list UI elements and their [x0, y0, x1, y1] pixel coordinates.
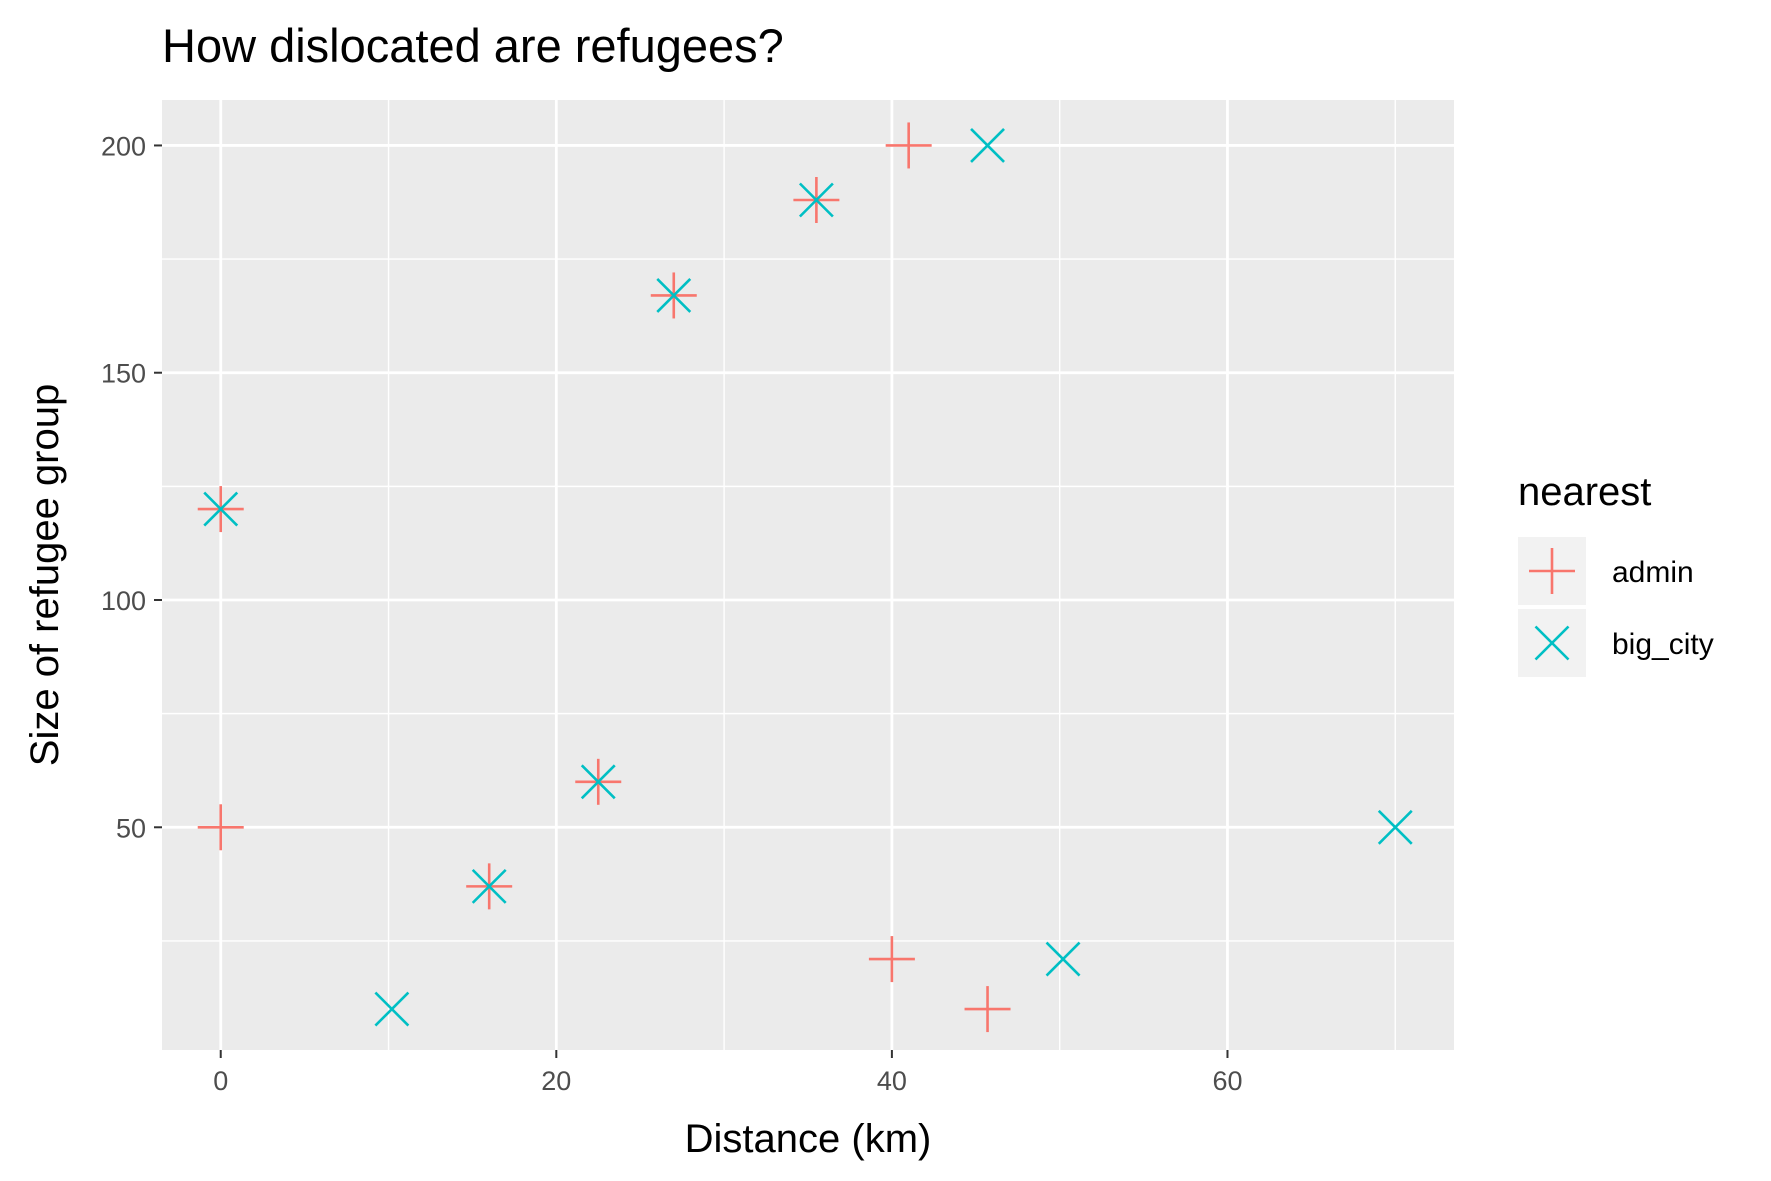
- legend-label-big-city: big_city: [1612, 628, 1714, 661]
- point-admin: [964, 986, 1011, 1033]
- x-tick-label: 60: [1212, 1066, 1242, 1096]
- point-big-city: [374, 991, 410, 1027]
- x-tick-label: 40: [877, 1066, 907, 1096]
- y-tick-label: 200: [101, 131, 146, 161]
- y-tick-label: 150: [101, 359, 146, 389]
- x-tick-label: 0: [213, 1066, 228, 1096]
- legend-glyphs: [1529, 548, 1575, 661]
- plot-panel: [162, 100, 1454, 1050]
- legend-glyph-admin: [1529, 548, 1575, 594]
- legend-glyph-big-city: [1534, 625, 1570, 661]
- point-big-city: [1045, 941, 1081, 977]
- tick-labels: 0 20 40 60 50 100 150 200: [101, 131, 1243, 1096]
- point-admin: [885, 122, 932, 169]
- chart-title: How dislocated are refugees?: [162, 19, 784, 72]
- x-tick-label: 20: [541, 1066, 571, 1096]
- data-points: [197, 122, 1413, 1033]
- x-axis-title: Distance (km): [685, 1117, 932, 1161]
- point-big-city: [580, 764, 616, 800]
- legend: nearest admin big_city: [1518, 470, 1714, 677]
- y-tick-label: 100: [101, 586, 146, 616]
- point-big-city: [798, 182, 834, 218]
- minor-gridlines: [162, 100, 1454, 1050]
- point-big-city: [203, 491, 239, 527]
- y-tick-label: 50: [116, 813, 146, 843]
- point-big-city: [1377, 809, 1413, 845]
- y-axis-title: Size of refugee group: [23, 384, 67, 766]
- point-admin: [868, 936, 915, 983]
- point-big-city: [970, 128, 1005, 163]
- legend-label-admin: admin: [1612, 556, 1694, 589]
- point-big-city: [471, 868, 507, 904]
- point-admin: [197, 804, 244, 851]
- axis-ticks: [154, 144, 1229, 1058]
- legend-title: nearest: [1518, 470, 1651, 514]
- point-big-city: [656, 278, 692, 313]
- major-gridlines: [162, 100, 1454, 1050]
